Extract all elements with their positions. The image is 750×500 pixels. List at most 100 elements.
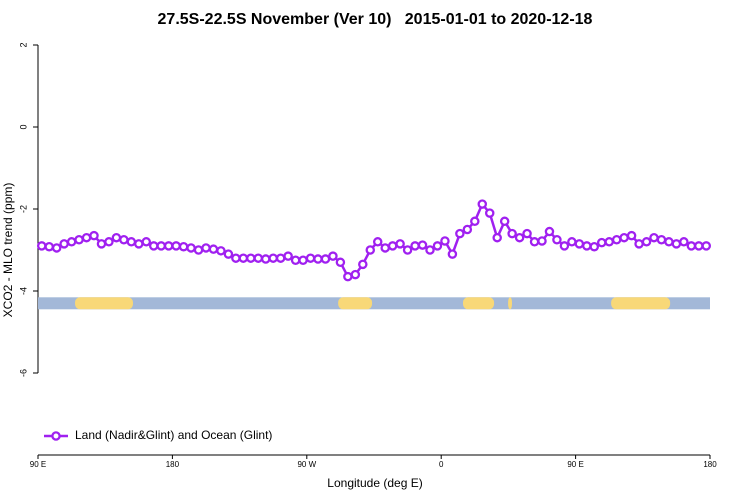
data-point bbox=[313, 254, 323, 264]
data-point bbox=[499, 216, 510, 227]
data-point bbox=[134, 239, 144, 249]
data-point bbox=[156, 241, 166, 251]
data-point bbox=[507, 228, 517, 239]
x-tick-label: 90 E bbox=[30, 460, 46, 469]
data-point bbox=[537, 236, 547, 246]
data-point bbox=[410, 241, 420, 251]
x-tick-label: 180 bbox=[166, 460, 180, 469]
data-point bbox=[656, 234, 667, 245]
data-point bbox=[89, 230, 99, 241]
data-point bbox=[372, 237, 383, 247]
data-point bbox=[36, 241, 47, 251]
data-point bbox=[246, 253, 256, 263]
data-point bbox=[477, 199, 488, 209]
data-point bbox=[350, 269, 361, 280]
data-point bbox=[432, 241, 443, 251]
data-point bbox=[694, 241, 704, 251]
data-point bbox=[260, 254, 271, 264]
y-tick-label: -2 bbox=[18, 205, 28, 213]
x-tick-label: 90 W bbox=[297, 460, 316, 469]
data-point bbox=[514, 232, 525, 243]
data-point bbox=[596, 237, 607, 248]
data-point bbox=[81, 232, 92, 243]
data-point bbox=[268, 253, 278, 263]
data-point bbox=[119, 234, 129, 245]
data-point bbox=[552, 234, 562, 245]
data-point bbox=[641, 237, 652, 247]
data-point bbox=[402, 245, 413, 255]
data-point bbox=[186, 243, 196, 253]
data-point bbox=[44, 241, 54, 252]
data-point bbox=[470, 216, 480, 227]
data-point bbox=[462, 224, 473, 235]
chart-title: 27.5S-22.5S November (Ver 10) 2015-01-01… bbox=[158, 11, 593, 28]
data-point bbox=[298, 255, 308, 265]
data-point bbox=[634, 239, 644, 249]
data-point bbox=[567, 237, 577, 247]
data-point bbox=[686, 241, 697, 251]
data-point bbox=[51, 243, 62, 253]
data-point bbox=[395, 239, 405, 249]
data-point bbox=[201, 243, 211, 253]
data-point bbox=[163, 241, 174, 251]
data-point bbox=[171, 241, 181, 251]
data-point bbox=[522, 228, 532, 239]
data-point bbox=[544, 226, 555, 237]
data-point bbox=[701, 241, 712, 251]
data-point bbox=[365, 245, 376, 255]
data-point bbox=[492, 232, 502, 243]
legend-label: Land (Nadir&Glint) and Ocean (Glint) bbox=[75, 428, 272, 442]
data-point bbox=[231, 253, 241, 263]
x-tick-label: 0 bbox=[439, 460, 444, 469]
data-point bbox=[148, 241, 159, 251]
land-segment bbox=[508, 297, 512, 310]
data-point bbox=[96, 239, 107, 249]
data-point bbox=[275, 253, 286, 263]
data-point bbox=[417, 240, 428, 250]
data-point bbox=[290, 255, 301, 265]
data-point bbox=[328, 251, 338, 261]
data-point bbox=[529, 237, 540, 247]
data-point bbox=[358, 259, 368, 270]
data-point bbox=[343, 271, 353, 282]
data-point bbox=[559, 241, 570, 251]
data-point bbox=[223, 249, 234, 259]
data-point bbox=[320, 254, 331, 264]
data-point bbox=[238, 253, 249, 263]
data-point bbox=[335, 257, 346, 268]
data-point bbox=[59, 239, 69, 249]
y-tick-label: -6 bbox=[18, 369, 28, 377]
ocean-band bbox=[38, 297, 710, 310]
data-point bbox=[484, 208, 495, 218]
data-point bbox=[380, 243, 390, 253]
data-point bbox=[671, 239, 682, 249]
x-axis-label: Longitude (deg E) bbox=[327, 476, 422, 490]
data-point bbox=[425, 245, 435, 255]
land-segment bbox=[75, 297, 133, 310]
y-tick-label: 0 bbox=[18, 124, 28, 129]
data-point bbox=[589, 241, 600, 252]
data-point bbox=[649, 232, 659, 243]
data-point bbox=[126, 237, 137, 247]
data-point bbox=[664, 237, 674, 247]
data-point bbox=[626, 230, 637, 241]
data-point bbox=[387, 241, 398, 251]
data-point bbox=[216, 246, 226, 256]
data-point bbox=[447, 249, 458, 259]
data-point bbox=[582, 241, 592, 251]
legend-marker bbox=[51, 431, 61, 441]
data-point bbox=[604, 237, 614, 247]
data-point bbox=[104, 237, 114, 247]
data-point bbox=[619, 232, 629, 243]
data-point bbox=[208, 244, 219, 254]
x-tick-label: 90 E bbox=[567, 460, 583, 469]
data-point bbox=[141, 237, 152, 247]
data-point bbox=[574, 239, 585, 249]
data-point bbox=[178, 241, 189, 252]
y-axis-label: XCO2 - MLO trend (ppm) bbox=[1, 183, 15, 318]
x-tick-label: 180 bbox=[703, 460, 717, 469]
land-segment bbox=[338, 297, 373, 310]
data-point bbox=[193, 245, 204, 255]
data-point bbox=[74, 234, 84, 245]
